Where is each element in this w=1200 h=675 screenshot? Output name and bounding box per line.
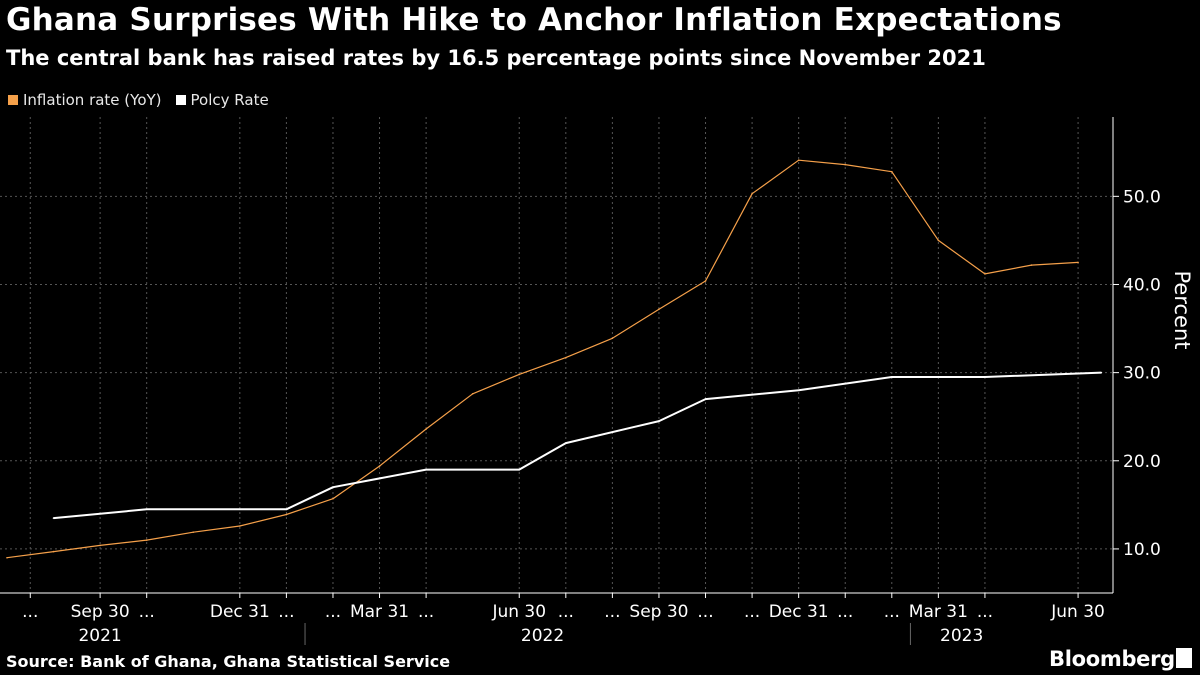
source-note: Source: Bank of Ghana, Ghana Statistical… (6, 652, 451, 671)
x-tick-label: Jun 30 (491, 602, 546, 622)
x-tick-label: ... (558, 602, 574, 622)
x-tick-label: ... (604, 602, 620, 622)
inflation-point (425, 428, 427, 430)
inflation-point (378, 465, 381, 467)
x-tick-label: ... (977, 602, 993, 622)
legend-item-policy: Polcy Rate (175, 91, 269, 109)
policy-rate-point (518, 468, 521, 471)
x-tick-label: ... (22, 602, 38, 622)
policy-rate-point (565, 442, 567, 444)
y-tick-label: 10.0 (1123, 540, 1161, 560)
legend-item-inflation: Inflation rate (YoY) (8, 91, 162, 109)
policy-rate-point (285, 508, 288, 511)
x-tick-label: Sep 30 (71, 602, 130, 622)
x-year-label: 2023 (940, 626, 983, 646)
inflation-point (751, 192, 753, 195)
legend-swatch-inflation (8, 95, 18, 105)
policy-rate-point (52, 517, 55, 519)
inflation-point (518, 373, 521, 376)
inflation-point (332, 497, 334, 500)
y-axis-label: Percent (1170, 270, 1194, 349)
inflation-point (1030, 264, 1033, 266)
inflation-point (611, 337, 614, 340)
policy-rate-point (658, 420, 660, 422)
bloomberg-icon (1176, 648, 1192, 668)
x-tick-label: ... (418, 602, 434, 622)
policy-rate-point (1100, 371, 1103, 374)
inflation-point (6, 556, 8, 559)
inflation-point (984, 273, 986, 275)
policy-rate-point (890, 376, 893, 378)
x-tick-label: Sep 30 (629, 602, 688, 622)
y-tick-label: 20.0 (1123, 452, 1161, 472)
legend-label-policy: Polcy Rate (190, 91, 269, 109)
y-tick-label: 30.0 (1123, 364, 1161, 384)
policy-rate-point (332, 486, 334, 489)
x-year-label: 2022 (521, 626, 564, 646)
inflation-point (565, 356, 567, 359)
legend: Inflation rate (YoY) Polcy Rate (8, 91, 283, 109)
x-tick-label: ... (278, 602, 294, 622)
inflation-point (844, 163, 847, 166)
x-tick-label: ... (325, 602, 341, 622)
policy-rate-point (984, 376, 986, 378)
inflation-point (239, 525, 241, 527)
x-tick-label: ... (884, 602, 900, 622)
y-tick-label: 40.0 (1123, 275, 1161, 295)
inflation-point (192, 531, 195, 533)
y-tick-label: 50.0 (1123, 187, 1161, 207)
inflation-point (797, 159, 800, 161)
inflation-point (890, 170, 893, 173)
x-tick-label: ... (139, 602, 155, 622)
policy-rate-point (425, 468, 427, 471)
policy-rate-point (145, 508, 148, 511)
inflation-point (99, 544, 101, 547)
inflation-point (937, 239, 940, 242)
x-tick-label: Mar 31 (909, 602, 968, 622)
inflation-point (145, 539, 148, 541)
inflation-point (52, 550, 55, 553)
x-tick-label: ... (744, 602, 760, 622)
policy-rate-line (53, 371, 1102, 520)
x-tick-label: Jun 30 (1050, 602, 1105, 622)
x-tick-label: ... (837, 602, 853, 622)
x-tick-label: Dec 31 (210, 602, 270, 622)
chart-title: Ghana Surprises With Hike to Anchor Infl… (6, 2, 1062, 38)
legend-swatch-policy (175, 95, 186, 105)
policy-rate-point (239, 508, 241, 511)
inflation-point (1077, 261, 1079, 264)
inflation-point (471, 392, 474, 395)
legend-label-inflation: Inflation rate (YoY) (23, 91, 162, 109)
inflation-line (6, 159, 1079, 559)
x-tick-label: ... (697, 602, 713, 622)
inflation-point (658, 308, 660, 310)
brand-logo: Bloomberg (1049, 647, 1175, 671)
x-year-label: 2021 (78, 626, 121, 646)
inflation-point (704, 280, 707, 282)
x-tick-label: Mar 31 (350, 602, 409, 622)
policy-rate-point (797, 389, 800, 392)
inflation-point (285, 513, 288, 516)
chart-subtitle: The central bank has raised rates by 16.… (6, 46, 986, 70)
x-tick-label: Dec 31 (769, 602, 829, 622)
policy-rate-point (704, 398, 707, 400)
